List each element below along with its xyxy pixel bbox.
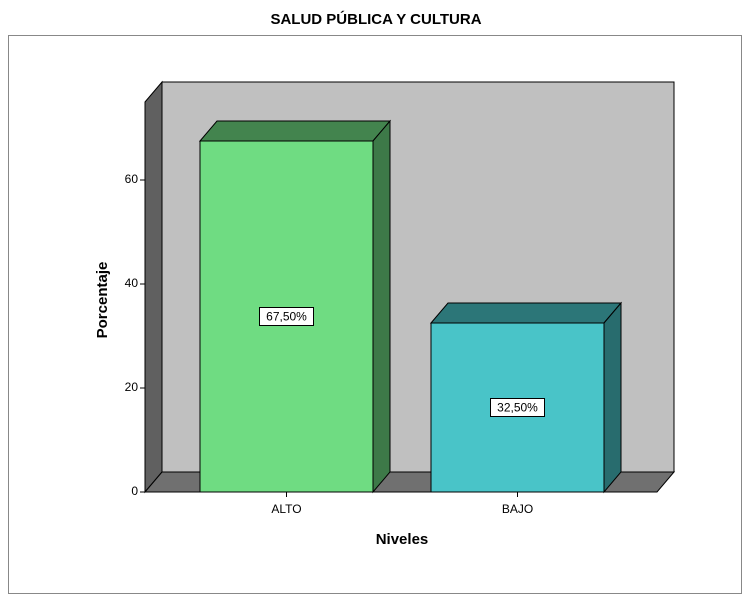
- x-axis-title: Niveles: [376, 531, 429, 548]
- y-tick-label: 40: [125, 276, 139, 290]
- chart-title: SALUD PÚBLICA Y CULTURA: [270, 10, 481, 28]
- bar-top: [198, 120, 392, 142]
- value-label-box: [259, 307, 314, 326]
- value-label-box: [490, 398, 545, 417]
- value-label: 67,50%: [266, 310, 307, 324]
- value-label: 32,50%: [497, 401, 538, 415]
- x-tick-label: BAJO: [502, 502, 533, 516]
- bar-side: [372, 119, 391, 494]
- y-tick-label: 60: [125, 172, 139, 186]
- y-tick-label: 20: [125, 380, 139, 394]
- x-tick-label: ALTO: [271, 502, 301, 516]
- bar-top: [429, 302, 623, 324]
- y-tick-label: 0: [131, 484, 138, 498]
- y-axis-title: Porcentaje: [94, 262, 111, 339]
- left-wall: [144, 80, 163, 494]
- bar-side: [603, 301, 622, 494]
